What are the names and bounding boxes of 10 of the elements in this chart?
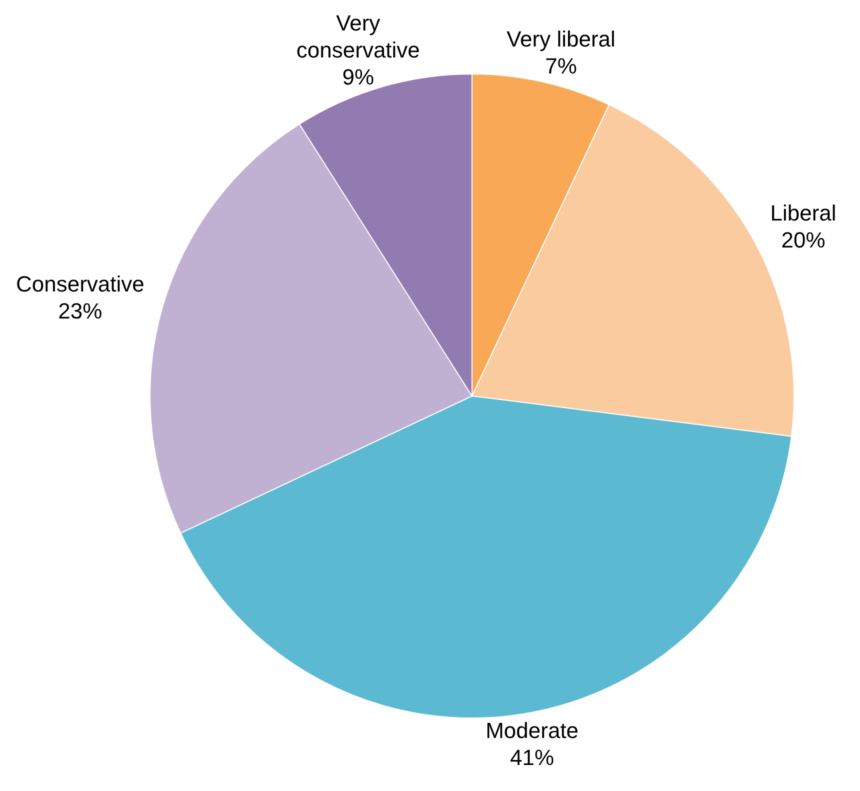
slice-label: Moderate: [486, 718, 579, 743]
slice-label: Very liberal: [506, 26, 616, 52]
data-label: 9%: [342, 64, 374, 90]
data-label: 7%: [545, 53, 577, 78]
data-label: 23%: [58, 298, 102, 324]
data-label: 41%: [510, 744, 554, 770]
slice-label: Liberal: [770, 200, 836, 226]
slice-label: Conservative: [16, 272, 144, 297]
slice-label: Very conservative: [296, 10, 420, 63]
data-label: 20%: [781, 227, 826, 252]
